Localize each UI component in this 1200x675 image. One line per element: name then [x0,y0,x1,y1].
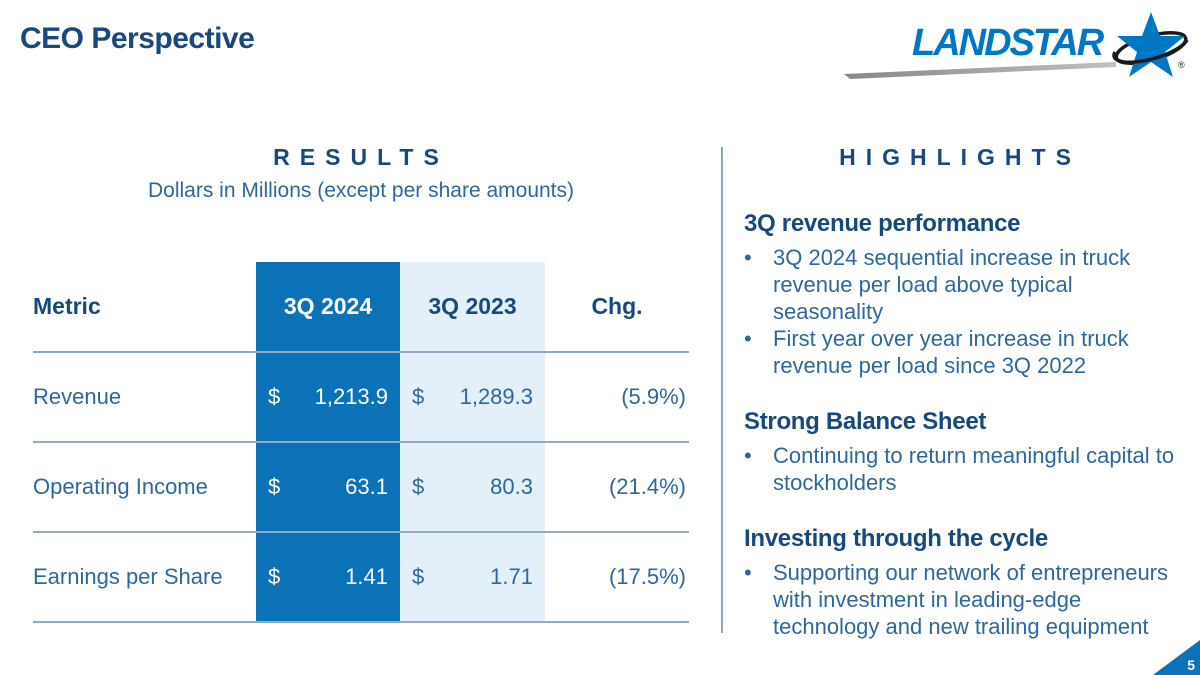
results-table: Metric 3Q 2024 3Q 2023 Chg. Revenue $ 1,… [33,262,689,623]
logo-swoosh [844,62,1116,79]
bullet-icon: • [744,245,752,270]
highlight-section-investing: Investing through the cycle • Supporting… [744,525,1180,640]
list-item: • Supporting our network of entrepreneur… [744,559,1180,640]
row-label-eps: Earnings per Share [33,533,256,623]
registered-mark: ® [1178,60,1185,70]
currency-symbol: $ [268,564,281,589]
page-number: 5 [1187,657,1195,673]
currency-symbol: $ [268,474,281,499]
operating-income-3q2023-cell: $ 80.3 [400,443,545,533]
revenue-3q2023-cell: $ 1,289.3 [400,353,545,443]
row-label-operating-income: Operating Income [33,443,256,533]
currency-symbol: $ [268,384,281,409]
page-corner-triangle [1153,640,1200,675]
operating-income-3q2023-value: 80.3 [490,474,533,499]
bullet-icon: • [744,443,752,468]
list-item: • Continuing to return meaningful capita… [744,442,1180,496]
results-subheading: Dollars in Millions (except per share am… [148,179,574,202]
col-header-3q2024: 3Q 2024 [256,262,400,353]
bullet-text: Supporting our network of entrepreneurs … [773,560,1169,639]
landstar-logo: LANDSTAR ® [840,8,1190,88]
logo-star-icon [1112,12,1189,77]
list-item: • First year over year increase in truck… [744,325,1180,379]
results-header: RESULTS Dollars in Millions (except per … [33,144,689,203]
bullet-text: Continuing to return meaningful capital … [773,443,1175,495]
eps-3q2023-cell: $ 1.71 [400,533,545,623]
operating-income-3q2024-cell: $ 63.1 [256,443,400,533]
eps-3q2023-value: 1.71 [490,564,533,589]
currency-symbol: $ [412,564,425,589]
highlight-section-balance-sheet: Strong Balance Sheet • Continuing to ret… [744,408,1180,496]
highlight-section-revenue-performance: 3Q revenue performance • 3Q 2024 sequent… [744,210,1180,379]
bullet-text: First year over year increase in truck r… [773,326,1129,378]
logo-wordmark: LANDSTAR [912,22,1104,64]
page-title: CEO Perspective [20,22,255,55]
highlight-title: Investing through the cycle [744,525,1048,552]
revenue-3q2023-value: 1,289.3 [459,384,533,409]
col-header-metric: Metric [33,262,256,353]
operating-income-3q2024-value: 63.1 [345,474,388,499]
eps-chg-value: (17.5%) [545,533,689,623]
revenue-chg-value: (5.9%) [545,353,689,443]
bullet-icon: • [744,326,752,351]
highlights-panel: 3Q revenue performance • 3Q 2024 sequent… [744,210,1180,669]
operating-income-chg-value: (21.4%) [545,443,689,533]
section-divider [721,147,723,633]
highlights-header: HIGHLIGHTS [744,144,1176,171]
eps-3q2024-cell: $ 1.41 [256,533,400,623]
list-item: • 3Q 2024 sequential increase in truck r… [744,244,1180,325]
revenue-3q2024-cell: $ 1,213.9 [256,353,400,443]
currency-symbol: $ [412,384,425,409]
results-heading: RESULTS [273,144,449,170]
highlight-title: 3Q revenue performance [744,210,1021,237]
bullet-text: 3Q 2024 sequential increase in truck rev… [773,245,1131,324]
highlights-heading: HIGHLIGHTS [839,144,1081,170]
col-header-chg: Chg. [545,262,689,353]
bullet-icon: • [744,560,752,585]
currency-symbol: $ [412,474,425,499]
highlight-title: Strong Balance Sheet [744,408,987,435]
row-label-revenue: Revenue [33,353,256,443]
eps-3q2024-value: 1.41 [345,564,388,589]
col-header-3q2023: 3Q 2023 [400,262,545,353]
revenue-3q2024-value: 1,213.9 [314,384,388,409]
